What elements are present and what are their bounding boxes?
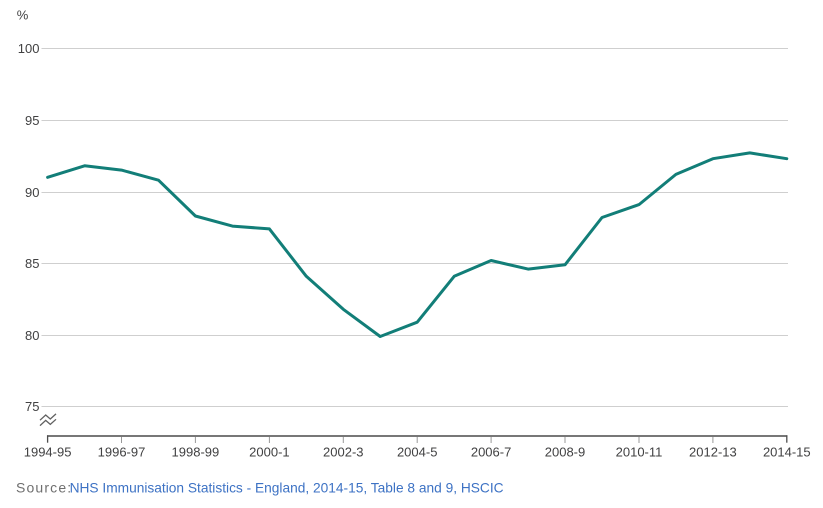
svg-text:2010-11: 2010-11 bbox=[616, 445, 663, 460]
svg-text:80: 80 bbox=[25, 328, 39, 343]
svg-text:NHS Immunisation Statistics -: NHS Immunisation Statistics - England, 2… bbox=[70, 479, 504, 495]
svg-text:90: 90 bbox=[25, 185, 39, 200]
svg-text:2006-7: 2006-7 bbox=[471, 445, 511, 460]
svg-text:Source:: Source: bbox=[16, 479, 72, 495]
svg-text:2008-9: 2008-9 bbox=[545, 445, 585, 460]
svg-text:75: 75 bbox=[25, 399, 39, 414]
svg-text:1998-99: 1998-99 bbox=[172, 445, 220, 460]
svg-text:2002-3: 2002-3 bbox=[323, 445, 363, 460]
svg-text:1994-95: 1994-95 bbox=[24, 445, 72, 460]
svg-text:2004-5: 2004-5 bbox=[397, 445, 437, 460]
svg-text:2012-13: 2012-13 bbox=[689, 445, 737, 460]
svg-text:85: 85 bbox=[25, 256, 39, 271]
svg-text:2000-1: 2000-1 bbox=[249, 445, 289, 460]
svg-text:%: % bbox=[17, 7, 29, 22]
svg-text:95: 95 bbox=[25, 113, 39, 128]
svg-text:2014-15: 2014-15 bbox=[763, 445, 811, 460]
svg-text:1996-97: 1996-97 bbox=[98, 445, 146, 460]
svg-text:100: 100 bbox=[18, 41, 40, 56]
